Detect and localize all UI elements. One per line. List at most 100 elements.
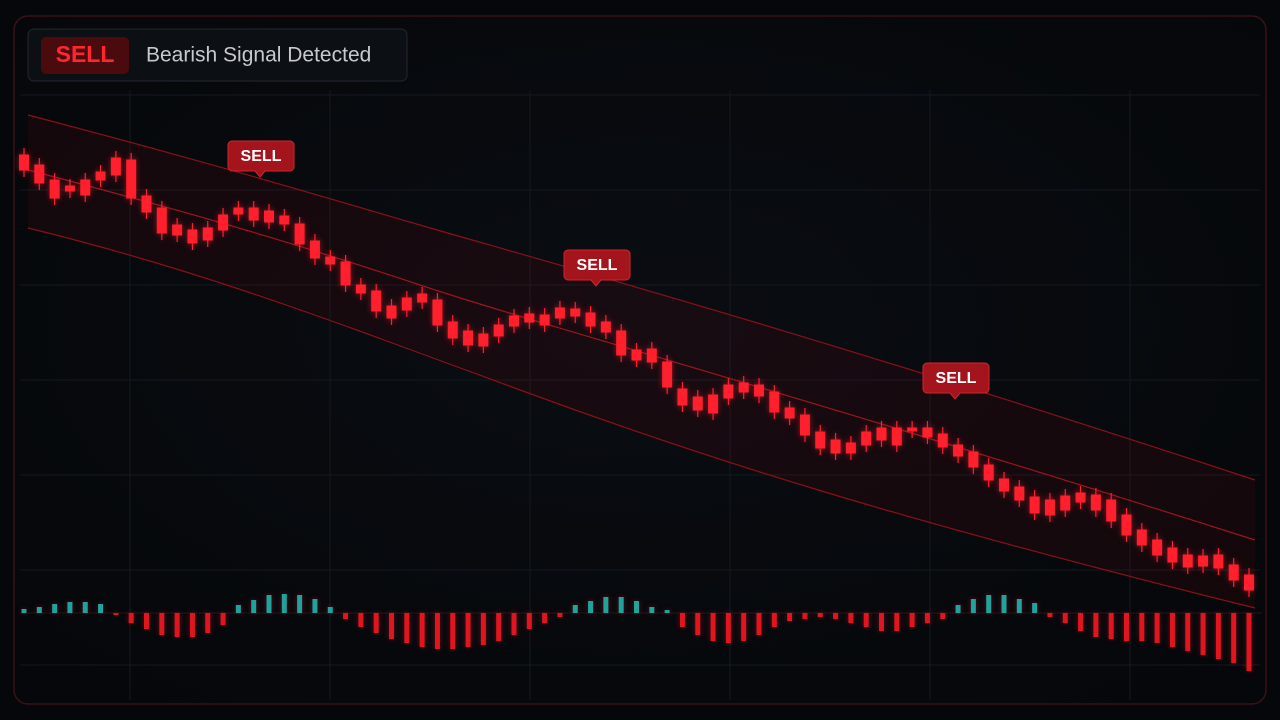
candle-body (248, 207, 259, 221)
candle-body (723, 384, 734, 399)
histogram-bar (1169, 613, 1175, 647)
histogram-bar (82, 602, 88, 613)
histogram-bar (174, 613, 180, 637)
histogram-bar (98, 604, 104, 613)
candle-body (340, 261, 351, 286)
histogram-bar (634, 601, 639, 613)
candle-body (876, 427, 887, 441)
candle-body (891, 427, 902, 446)
candle-body (983, 464, 994, 481)
histogram-bar (189, 613, 195, 637)
candle-body (616, 330, 627, 356)
histogram-bar (679, 613, 685, 627)
histogram-bar (695, 613, 701, 635)
histogram-bar (771, 613, 777, 627)
histogram-bar (970, 599, 976, 613)
histogram-bar (940, 613, 946, 619)
histogram-bar (434, 613, 440, 649)
candle-body (738, 382, 749, 393)
histogram-bar (21, 609, 27, 613)
histogram-bar (894, 613, 900, 631)
histogram-bar (741, 613, 747, 641)
candle-body (1060, 495, 1071, 511)
candle-body (279, 215, 290, 225)
histogram-bar (358, 613, 364, 627)
candle-body (708, 394, 719, 414)
histogram-bar (1016, 599, 1022, 613)
sell-marker: SELL (227, 140, 295, 178)
candle-body (110, 157, 121, 176)
histogram-bar (848, 613, 854, 623)
candle-body (631, 349, 642, 361)
histogram-bar (281, 594, 287, 613)
candle-body (1090, 494, 1101, 511)
candle-body (861, 431, 872, 446)
histogram-bar (1001, 595, 1007, 613)
histogram-bar (205, 613, 211, 633)
histogram-bar (373, 613, 379, 633)
candle-body (386, 305, 397, 319)
histogram-bar (1200, 613, 1206, 655)
histogram-bar (312, 599, 318, 613)
candle-body (202, 227, 213, 241)
candle-body (325, 256, 336, 265)
histogram-bar (52, 604, 58, 613)
candle-body (1044, 499, 1055, 516)
histogram-bar (833, 613, 839, 619)
histogram-bar (511, 613, 517, 635)
sell-marker-label: SELL (241, 148, 282, 165)
candle-body (218, 214, 229, 231)
histogram-bar (817, 613, 823, 617)
candle-body (233, 207, 244, 215)
histogram-bar (480, 613, 486, 645)
candle-body (907, 427, 918, 432)
candle-body (187, 229, 198, 244)
histogram-bar (1139, 613, 1145, 641)
histogram-bar (297, 595, 303, 613)
signal-text: Bearish Signal Detected (146, 44, 371, 67)
histogram-bar (251, 600, 257, 613)
histogram-bar (235, 605, 241, 613)
histogram-bar (1246, 613, 1252, 671)
histogram-bar (863, 613, 869, 627)
candle-body (677, 388, 688, 406)
candle-body (355, 284, 366, 294)
histogram-bar (1032, 603, 1038, 613)
sell-marker: SELL (922, 362, 990, 400)
histogram-bar (526, 613, 532, 629)
histogram-bar (1231, 613, 1237, 663)
histogram-bar (710, 613, 716, 641)
histogram-bar (1062, 613, 1068, 623)
histogram-bar (572, 605, 578, 613)
histogram-bar (327, 607, 333, 613)
candle-body (34, 164, 45, 184)
candle-body (524, 313, 535, 323)
histogram-bar (603, 597, 609, 613)
histogram-bar (649, 607, 655, 613)
candle-body (692, 396, 703, 411)
candle-body (294, 223, 305, 245)
candle-body (1106, 499, 1117, 522)
sell-marker-label: SELL (577, 257, 618, 274)
candle-body (570, 308, 581, 317)
candle-body (478, 333, 489, 347)
candle-body (401, 297, 412, 311)
histogram-bar (159, 613, 165, 635)
candle-body (953, 444, 964, 457)
sell-marker-label: SELL (936, 370, 977, 387)
candle-body (1167, 547, 1178, 563)
histogram-bar (1108, 613, 1114, 639)
candle-body (769, 391, 780, 413)
histogram-bar (389, 613, 394, 639)
histogram-bar (144, 613, 149, 629)
candle-body (1182, 554, 1193, 568)
candle-body (1075, 492, 1086, 503)
candle-body (172, 224, 183, 236)
candle-body (509, 315, 519, 327)
candle-body (937, 433, 948, 448)
candle-body (264, 210, 274, 223)
histogram-bar (496, 613, 502, 641)
signal-header: SELL Bearish Signal Detected (27, 28, 408, 82)
candle-body (80, 179, 91, 196)
candle-body (95, 171, 106, 181)
